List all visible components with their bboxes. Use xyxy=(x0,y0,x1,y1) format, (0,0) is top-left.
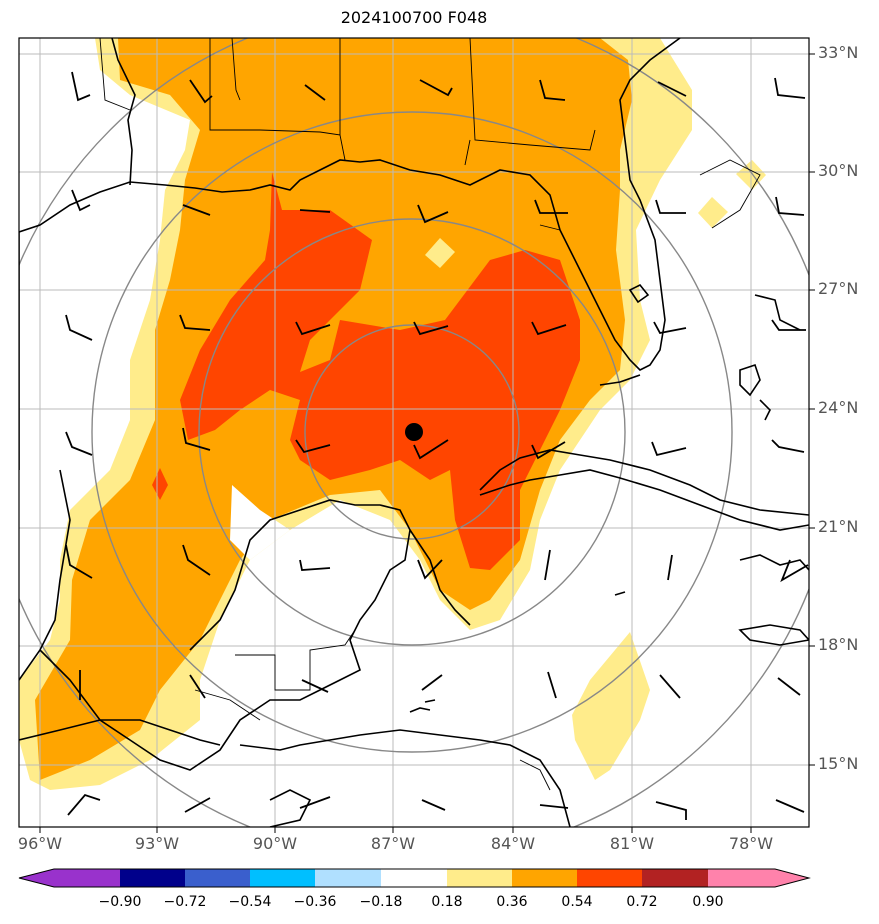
lon-label: 96°W xyxy=(17,834,63,853)
colorbar-segment xyxy=(315,869,381,887)
lon-label: 78°W xyxy=(728,834,774,853)
colorbar-segment xyxy=(642,869,708,887)
colorbar-tick-label: 0.72 xyxy=(626,894,658,910)
colorbar-tick-label: 0.18 xyxy=(431,894,463,910)
lat-label: 21°N xyxy=(818,517,859,536)
field-hole-yellow xyxy=(572,632,650,780)
gridlines xyxy=(19,38,809,827)
lat-label: 27°N xyxy=(818,279,859,298)
lat-label: 33°N xyxy=(818,43,859,62)
lon-label: 81°W xyxy=(609,834,655,853)
colorbar-segment xyxy=(577,869,642,887)
colorbar-extend-low xyxy=(19,869,120,887)
colorbar-extend-high xyxy=(708,869,809,887)
colorbar-tick-label: 0.90 xyxy=(692,894,724,910)
lat-label: 18°N xyxy=(818,635,859,654)
lon-label: 87°W xyxy=(370,834,416,853)
range-rings xyxy=(19,38,809,827)
field-band-054-072 xyxy=(152,468,168,500)
colorbar-tick-label: 0.36 xyxy=(496,894,528,910)
colorbar-tick-label: −0.36 xyxy=(293,894,337,910)
field-hole-yellow xyxy=(698,197,728,228)
colorbar-tick-label: −0.90 xyxy=(98,894,142,910)
colorbar xyxy=(18,868,811,888)
field-hole-yellow xyxy=(425,238,455,268)
map-plot xyxy=(18,37,815,833)
lon-label: 90°W xyxy=(252,834,298,853)
colorbar-segment xyxy=(185,869,250,887)
borders xyxy=(99,38,761,791)
lon-label: 93°W xyxy=(134,834,180,853)
map-title: 2024100700 F048 xyxy=(340,8,488,27)
storm-center-marker xyxy=(405,423,423,441)
lat-label: 24°N xyxy=(818,398,859,417)
colorbar-segment xyxy=(447,869,512,887)
field-band-054-072 xyxy=(180,172,580,570)
lon-label: 84°W xyxy=(490,834,536,853)
colorbar-tick-label: −0.18 xyxy=(359,894,403,910)
colorbar-segment xyxy=(381,869,447,887)
coastlines xyxy=(19,38,809,827)
lat-label: 15°N xyxy=(818,754,859,773)
colorbar-segment xyxy=(120,869,185,887)
wind-barbs xyxy=(65,71,809,820)
plot-frame xyxy=(18,37,810,828)
colorbar-tick-label: −0.54 xyxy=(228,894,272,910)
lat-label: 30°N xyxy=(818,161,859,180)
colorbar-segment xyxy=(250,869,315,887)
colorbar-segment xyxy=(512,869,577,887)
colorbar-tick-label: 0.54 xyxy=(561,894,593,910)
colorbar-tick-label: −0.72 xyxy=(163,894,207,910)
